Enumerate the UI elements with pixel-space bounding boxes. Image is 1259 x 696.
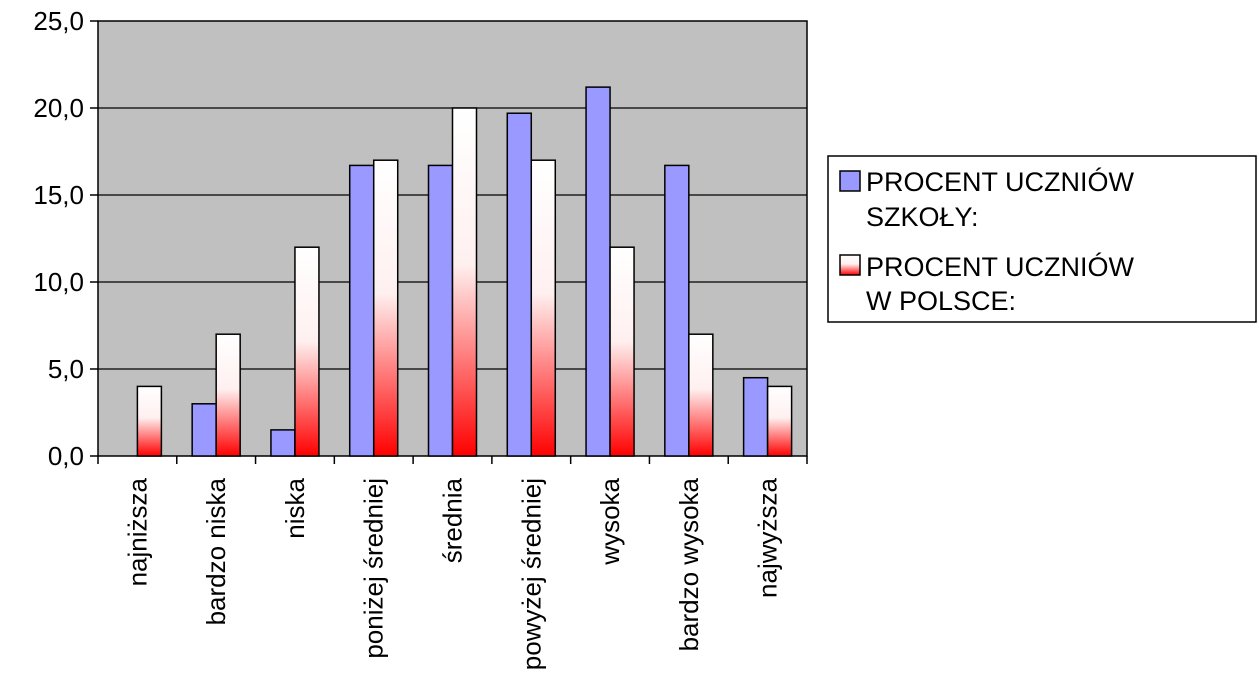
bar-series-1 [427,164,454,457]
x-category-label: najniższa [122,477,152,586]
legend-label-series-1-line-2: SZKOŁY: [866,202,979,232]
x-category-label: poniżej średniej [359,478,389,659]
y-tick-label: 5,0 [48,354,84,384]
bar-series-2 [609,246,635,457]
bar-series-2 [136,385,163,457]
legend-label-series-2-line-1: PROCENT UCZNIÓW [866,251,1135,282]
y-tick-label: 0,0 [48,441,84,471]
legend-swatch-series-1 [839,170,861,192]
x-category-label: powyżej średniej [516,478,546,670]
bar-series-1 [270,429,296,457]
x-category-label: niska [280,477,310,538]
bar-series-2 [294,246,320,457]
x-category-label: bardzo wysoka [674,477,704,651]
bars [136,86,793,457]
axes [90,20,808,464]
legend-label-series-1-line-1: PROCENT UCZNIÓW [866,166,1135,197]
y-tick-labels: 0,0 5,0 10,0 15,0 20,0 25,0 [33,6,84,471]
x-category-label: średnia [438,477,468,563]
y-tick-label: 25,0 [33,6,84,36]
x-tick-labels: najniższa bardzo niska niska poniżej średni… [122,477,782,670]
legend: PROCENT UCZNIÓW SZKOŁY: PROCENT UCZNIÓW … [827,155,1257,323]
bar-series-2 [372,159,399,457]
x-category-label: bardzo niska [201,477,231,625]
bar-series-1 [664,164,690,457]
bar-series-2 [530,159,557,457]
bar-series-1 [191,403,217,457]
bar-series-2 [215,333,241,457]
y-tick-label: 15,0 [33,180,84,210]
bar-series-1 [742,376,769,457]
bar-series-2 [688,333,714,457]
bar-series-2 [451,107,478,457]
bar-series-1 [506,112,533,457]
legend-box [827,155,1257,323]
y-tick-label: 20,0 [33,93,84,123]
bar-series-1 [585,86,611,457]
legend-label-series-2-line-2: W POLSCE: [866,286,1016,316]
y-tick-label: 10,0 [33,267,84,297]
bar-series-2 [766,385,793,457]
legend-swatch-series-2 [839,254,861,276]
bar-series-1 [348,164,375,457]
x-category-label: wysoka [595,477,625,565]
x-category-label: najwyższa [753,477,783,597]
